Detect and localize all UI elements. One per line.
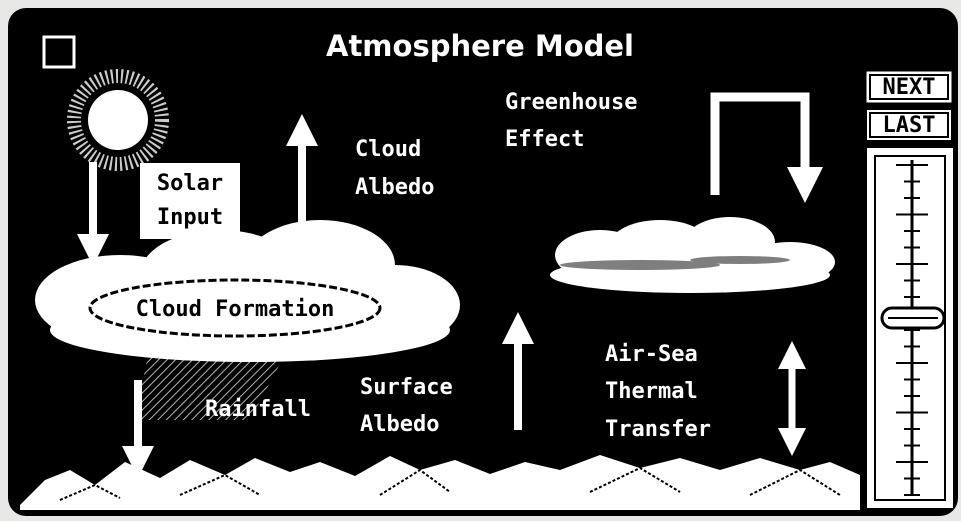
label: Input xyxy=(157,205,223,230)
label: Cloud Formation xyxy=(136,297,335,322)
button-label[interactable]: NEXT xyxy=(883,75,936,100)
label: Albedo xyxy=(355,175,434,200)
label: Transfer xyxy=(605,417,711,442)
label: Thermal xyxy=(605,379,698,404)
label: Effect xyxy=(505,127,584,152)
button-label[interactable]: LAST xyxy=(883,113,936,138)
label: Greenhouse xyxy=(505,90,637,115)
window-title: Atmosphere Model xyxy=(326,29,634,63)
screen: Atmosphere Model Solar Input Cloud Albed… xyxy=(0,0,961,521)
label: Surface xyxy=(360,375,453,400)
label: Cloud xyxy=(355,137,421,162)
label: Solar xyxy=(157,171,223,196)
sun xyxy=(88,90,148,150)
label: Albedo xyxy=(360,412,439,437)
label: Air-Sea xyxy=(605,342,698,367)
label: Rainfall xyxy=(205,397,311,422)
